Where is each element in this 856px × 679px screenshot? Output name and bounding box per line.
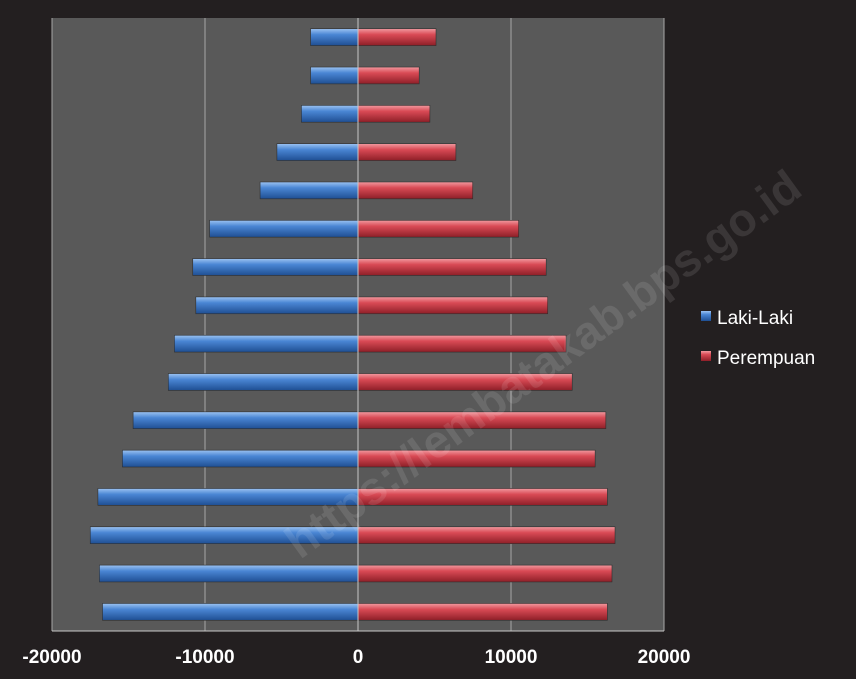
x-tick-label-0: -20000	[22, 647, 81, 668]
bar-laki-laki-1	[99, 564, 359, 583]
bar-perempuan-13	[357, 105, 431, 123]
bar-laki-laki-10	[209, 219, 359, 238]
x-tick-label-1: -10000	[175, 647, 234, 668]
legend-swatch-perempuan	[701, 351, 711, 361]
legend-swatch-laki-laki	[701, 311, 711, 321]
bar-perempuan-12	[357, 143, 457, 161]
bar-laki-laki-8	[195, 296, 359, 315]
bar-laki-laki-4	[122, 449, 359, 468]
bar-laki-laki-15	[310, 28, 359, 46]
bar-perempuan-9	[357, 258, 547, 276]
bar-perempuan-1	[357, 564, 613, 583]
bar-laki-laki-6	[167, 373, 359, 391]
bar-perempuan-8	[357, 296, 549, 315]
bar-laki-laki-11	[259, 181, 359, 200]
bar-perempuan-0	[357, 603, 608, 621]
legend-label-perempuan: Perempuan	[717, 348, 815, 369]
x-tick-label-3: 10000	[485, 647, 538, 668]
bar-perempuan-15	[357, 28, 437, 46]
x-tick-label-4: 20000	[638, 647, 691, 668]
bar-perempuan-14	[357, 66, 420, 85]
x-tick-label-2: 0	[353, 647, 364, 668]
bar-laki-laki-7	[174, 334, 359, 353]
bar-perempuan-11	[357, 181, 474, 200]
legend: Laki-Laki Perempuan	[701, 308, 815, 369]
bar-perempuan-2	[357, 526, 616, 544]
bars	[89, 28, 616, 621]
x-axis: -20000 -10000 0 10000 20000	[22, 18, 690, 668]
bar-laki-laki-5	[132, 411, 359, 430]
legend-label-laki-laki: Laki-Laki	[717, 308, 793, 329]
bar-laki-laki-9	[192, 258, 359, 276]
bar-laki-laki-0	[102, 603, 359, 621]
bar-laki-laki-12	[276, 143, 359, 161]
bar-perempuan-10	[357, 219, 519, 238]
bar-laki-laki-13	[301, 105, 359, 123]
bar-laki-laki-14	[310, 66, 359, 85]
